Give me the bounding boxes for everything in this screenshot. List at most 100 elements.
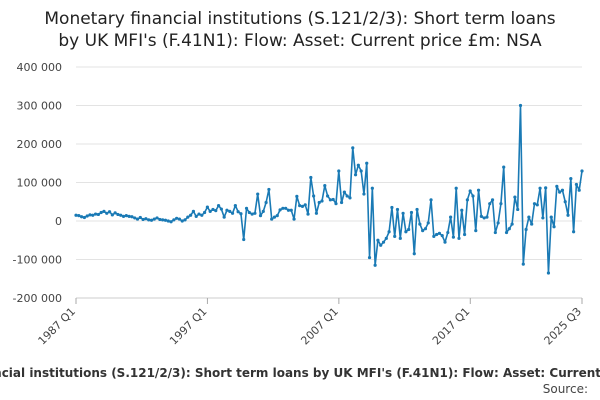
data-point	[474, 229, 478, 233]
data-point	[566, 213, 570, 217]
data-point	[133, 216, 137, 220]
data-point	[278, 208, 282, 212]
data-point	[306, 212, 310, 216]
data-point	[152, 217, 156, 221]
footer-caption-text: Monetary financial institutions (S.121/2…	[0, 366, 600, 380]
data-point	[300, 204, 305, 208]
data-point	[180, 219, 184, 223]
data-point	[572, 230, 576, 234]
data-point	[292, 217, 296, 221]
data-point	[289, 208, 293, 212]
data-point	[457, 236, 461, 240]
data-point	[121, 214, 126, 218]
data-point	[200, 213, 204, 217]
data-point	[88, 213, 92, 217]
data-point	[99, 210, 103, 215]
series-line-layer	[74, 103, 584, 275]
x-tick-label: 2025 Q3	[542, 305, 585, 348]
data-point	[513, 195, 517, 199]
data-point	[82, 215, 86, 220]
data-point	[219, 207, 223, 211]
data-point	[163, 218, 168, 222]
data-point	[130, 215, 134, 219]
data-point	[85, 214, 89, 218]
data-point	[535, 203, 539, 207]
data-point	[538, 186, 542, 190]
data-point	[228, 209, 232, 213]
data-point	[499, 202, 503, 206]
data-point	[208, 209, 212, 213]
data-point	[412, 252, 416, 256]
data-point	[239, 212, 243, 216]
data-point	[449, 215, 453, 219]
data-point	[79, 215, 84, 219]
data-point	[91, 213, 95, 217]
y-tick-label: -100 000	[13, 254, 62, 267]
data-point	[460, 208, 464, 212]
data-point	[546, 271, 551, 275]
data-point	[183, 218, 187, 222]
data-point	[286, 208, 291, 212]
y-tick-label: 400 000	[17, 61, 63, 74]
data-point	[390, 205, 394, 210]
data-point	[563, 200, 567, 204]
data-point	[119, 213, 123, 217]
data-point	[253, 211, 257, 215]
y-axis-tick-labels: -200 000 -100 000 0 100 000 200 000 300 000 40…	[13, 61, 62, 305]
data-point	[479, 214, 483, 218]
data-point	[395, 207, 400, 212]
data-point	[247, 210, 251, 215]
data-point	[527, 215, 531, 219]
data-point	[331, 197, 335, 202]
data-point	[549, 215, 553, 219]
x-tick-label: 1987 Q1	[36, 305, 79, 348]
data-point	[418, 222, 422, 226]
data-point	[155, 216, 159, 220]
data-point	[320, 199, 324, 203]
data-point	[194, 214, 198, 218]
data-point	[275, 214, 279, 218]
data-point	[490, 198, 495, 202]
data-point	[471, 194, 475, 198]
data-point	[314, 211, 319, 215]
data-point	[381, 240, 386, 244]
data-point	[423, 227, 428, 231]
data-point	[345, 194, 349, 198]
data-point	[317, 200, 321, 205]
data-point	[113, 211, 117, 215]
data-point	[295, 194, 299, 198]
data-point	[356, 163, 360, 167]
data-point	[532, 202, 537, 206]
data-point	[303, 203, 307, 207]
data-point	[507, 227, 511, 231]
data-point	[96, 212, 100, 217]
data-point	[264, 200, 268, 205]
data-point	[488, 202, 492, 206]
y-tick-label: 0	[55, 215, 62, 228]
data-point	[203, 210, 207, 215]
data-point	[211, 207, 215, 212]
data-point	[351, 146, 355, 150]
data-point	[205, 205, 209, 209]
data-point	[222, 215, 226, 219]
data-point	[116, 212, 120, 217]
data-point	[214, 209, 218, 213]
data-point	[309, 175, 313, 180]
data-point	[404, 230, 408, 234]
source-label: Source:	[542, 382, 588, 396]
x-tick-label: 1997 Q1	[167, 305, 210, 348]
data-point	[393, 234, 397, 238]
data-point	[298, 204, 302, 208]
data-point	[225, 208, 229, 212]
data-point	[552, 225, 556, 229]
data-point	[107, 210, 112, 214]
data-point	[407, 227, 411, 232]
data-point	[233, 204, 237, 208]
data-point	[177, 217, 182, 221]
data-point	[574, 182, 579, 187]
data-point	[334, 202, 338, 206]
data-point	[398, 236, 402, 240]
data-point	[161, 218, 165, 222]
data-point	[105, 211, 109, 215]
data-point	[166, 219, 170, 223]
